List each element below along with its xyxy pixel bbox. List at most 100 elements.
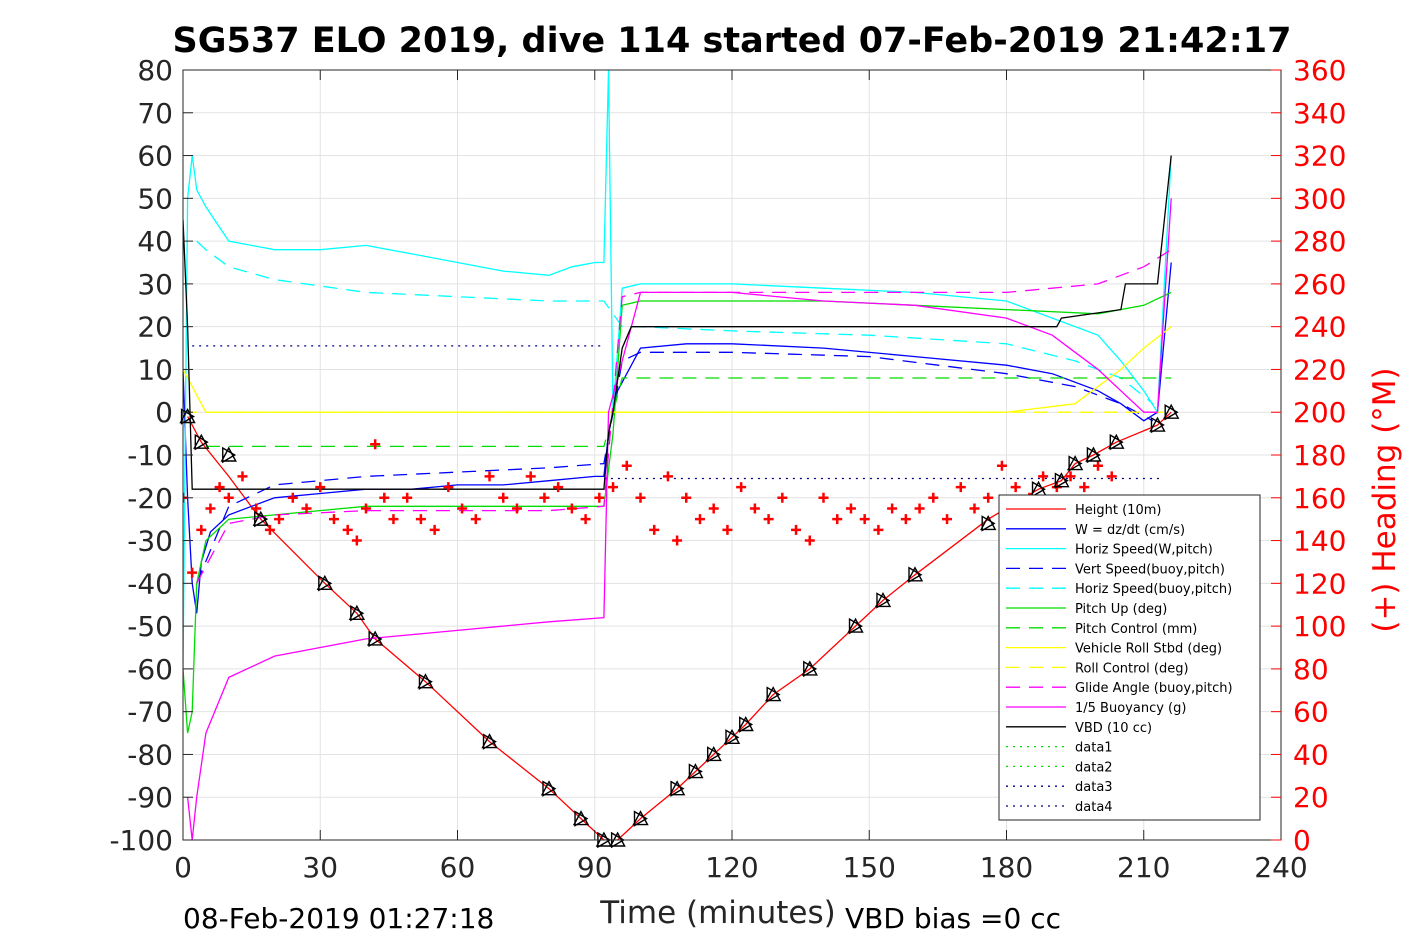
heading-point (694, 514, 705, 525)
heading-point (736, 482, 747, 493)
legend-label-5: Horiz Speed(buoy,pitch) (1075, 582, 1232, 597)
x-tick-label: 150 (843, 851, 896, 884)
y2-tick-label: 200 (1293, 396, 1346, 429)
legend-label-6: Pitch Up (deg) (1075, 602, 1167, 617)
heading-point (205, 503, 216, 514)
sample-marker (632, 810, 649, 827)
heading-point (914, 503, 925, 514)
heading-point (457, 503, 468, 514)
y-tick-label: -70 (127, 696, 173, 729)
sample-marker (193, 433, 210, 451)
heading-point (791, 524, 802, 535)
x-tick-label: 60 (440, 851, 476, 884)
x-tick-label: 0 (174, 851, 192, 884)
footer-vbd-bias: VBD bias =0 cc (845, 902, 1061, 935)
heading-point (873, 524, 884, 535)
y-tick-label: -30 (127, 525, 173, 558)
y-tick-label: -20 (127, 482, 173, 515)
x-tick-label: 210 (1117, 851, 1170, 884)
sample-marker (705, 745, 722, 763)
heading-point (361, 503, 371, 514)
heading-point (539, 492, 550, 503)
heading-point (763, 514, 774, 525)
heading-point (553, 482, 564, 493)
sample-marker (179, 408, 196, 425)
y2-tick-label: 0 (1293, 824, 1311, 857)
y-tick-label: 50 (137, 182, 173, 215)
heading-point (429, 524, 440, 535)
heading-point (708, 503, 719, 514)
y-tick-label: -90 (127, 781, 173, 814)
heading-point (237, 471, 248, 482)
heading-point (511, 503, 522, 514)
heading-point (301, 503, 312, 514)
y-tick-label: -40 (127, 567, 173, 600)
heading-point (777, 492, 788, 503)
heading-point (566, 503, 577, 514)
legend-label-15: data3 (1075, 780, 1113, 795)
y-tick-label: 20 (137, 311, 173, 344)
sample-marker (220, 446, 237, 464)
y2-tick-label: 20 (1293, 781, 1329, 814)
sample-marker (316, 574, 333, 592)
heading-point (969, 503, 980, 514)
heading-point (379, 492, 390, 503)
y2-tick-label: 160 (1293, 482, 1346, 515)
heading-point (1065, 471, 1076, 482)
sample-marker (1085, 446, 1102, 464)
heading-point (996, 460, 1007, 471)
heading-point (608, 482, 619, 493)
y2-tick-label: 60 (1293, 696, 1329, 729)
x-tick-label: 90 (577, 851, 613, 884)
sample-marker (668, 780, 686, 797)
heading-point (942, 514, 953, 525)
sample-marker (874, 591, 892, 609)
heading-point (672, 535, 683, 546)
series-line-3 (183, 70, 1172, 669)
x-tick-label: 180 (980, 851, 1033, 884)
legend-label-16: data4 (1075, 800, 1113, 815)
sample-marker (737, 716, 754, 733)
series-line-12 (183, 155, 1172, 490)
sample-marker (1108, 433, 1125, 451)
legend-label-3: Horiz Speed(W,pitch) (1075, 543, 1213, 558)
y2-tick-label: 220 (1293, 353, 1346, 386)
heading-point (1093, 460, 1103, 471)
y2-tick-label: 280 (1293, 225, 1346, 258)
heading-point (388, 514, 399, 525)
legend-label-9: Roll Control (deg) (1075, 661, 1189, 676)
y-tick-label: 10 (137, 353, 173, 386)
heading-point (264, 524, 275, 535)
x-axis-label: Time (minutes) (599, 895, 835, 931)
series-line-11 (186, 198, 1172, 840)
legend-label-12: VBD (10 cc) (1075, 721, 1152, 736)
heading-point (223, 492, 234, 503)
heading-point (832, 514, 843, 525)
y-tick-label: -100 (109, 824, 173, 857)
x-axis-ticks: 0 30 60 90 120 150 180 210 240 (174, 70, 1308, 884)
legend-label-2: W = dz/dt (cm/s) (1075, 523, 1185, 538)
legend-label-8: Vehicle Roll Stbd (deg) (1075, 642, 1222, 657)
heading-point (804, 535, 815, 546)
y-axis-ticks: 80 70 60 50 40 30 20 10 0 -10 -20 -30 -40 -50 -60 -70 -8… (109, 54, 193, 857)
sample-marker (1149, 416, 1166, 434)
sample-marker (1163, 403, 1180, 421)
heading-point (274, 514, 285, 525)
chart-title: SG537 ELO 2019, dive 114 started 07-Feb-… (173, 21, 1292, 61)
heading-point (845, 503, 856, 514)
heading-point (351, 535, 362, 546)
sample-marker (252, 510, 269, 528)
y-tick-label: 70 (137, 97, 173, 130)
y-tick-label: -50 (127, 610, 173, 643)
sample-marker (366, 630, 384, 648)
y2-tick-label: 340 (1293, 97, 1346, 130)
heading-point (470, 514, 481, 525)
sample-marker (906, 566, 924, 583)
heading-point (328, 514, 339, 525)
heading-point (818, 492, 829, 503)
heading-point (594, 492, 605, 503)
sample-marker (801, 660, 818, 678)
heading-point (887, 503, 898, 514)
y2-tick-label: 360 (1293, 54, 1346, 87)
